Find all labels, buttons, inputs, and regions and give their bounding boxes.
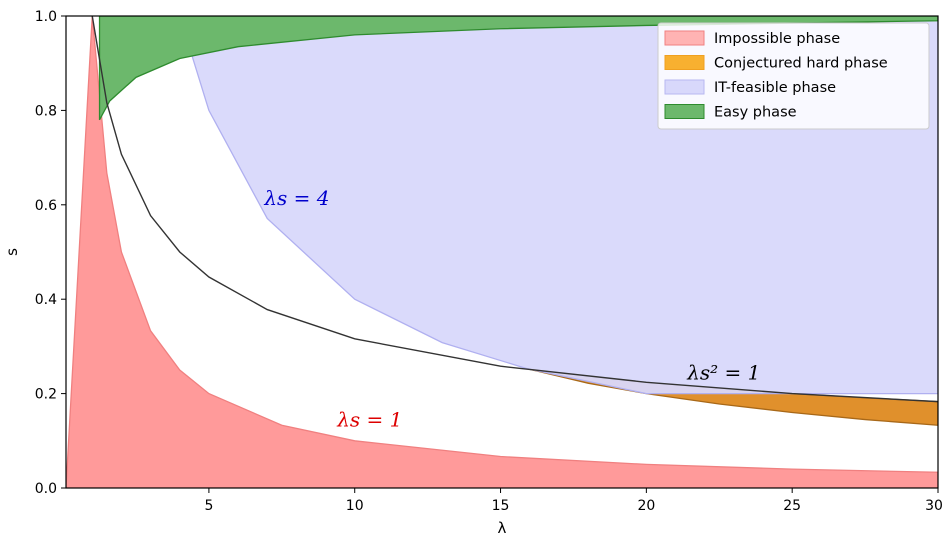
legend-label-easy-phase: Easy phase	[714, 105, 797, 121]
annotation-2: λs = 1	[336, 408, 402, 432]
x-tick-label: 15	[492, 498, 510, 514]
x-axis-ticks: 5 10 15 20 25 30	[204, 488, 943, 514]
impossible-phase-area	[66, 16, 938, 488]
x-tick-label: 20	[637, 498, 655, 514]
y-axis-ticks: 0.0 0.2 0.4 0.6 0.8 1.0	[35, 9, 66, 497]
x-tick-label: 30	[925, 498, 943, 514]
legend-swatch-it-feasible-phase	[664, 79, 705, 95]
x-tick-label: 5	[204, 498, 213, 514]
legend-swatch-conjectured-hard-phase	[664, 55, 705, 70]
x-tick-label: 10	[346, 498, 364, 514]
y-tick-label: 0.4	[35, 292, 57, 308]
x-tick-label: 25	[783, 498, 801, 514]
y-tick-label: 0.6	[35, 198, 57, 214]
curve-lambda-s-squared	[91, 16, 938, 403]
legend-swatch-easy-phase	[664, 104, 705, 119]
y-tick-label: 0.2	[35, 387, 57, 403]
y-tick-label: 0.8	[35, 103, 57, 119]
legend-swatch-impossible-phase	[664, 30, 705, 46]
legend: Impossible phase Conjectured hard phase IT…	[657, 22, 930, 130]
curves	[91, 16, 938, 403]
annotations: λs = 4 λs = 1 λs² = 1	[263, 186, 760, 432]
legend-label-it-feasible-phase: IT-feasible phase	[714, 80, 836, 96]
x-axis-label: λ	[498, 519, 507, 536]
plot-frame	[65, 15, 939, 489]
annotation-1: λs = 4	[263, 186, 329, 210]
legend-box	[657, 22, 930, 130]
y-tick-label: 0.0	[35, 481, 57, 497]
legend-label-impossible-phase: Impossible phase	[714, 31, 840, 47]
y-axis-label: s	[3, 248, 21, 256]
legend-label-conjectured-hard-phase: Conjectured hard phase	[714, 56, 888, 72]
easy-phase-area	[98, 16, 938, 121]
y-tick-label: 1.0	[35, 9, 57, 25]
annotation-3: λs² = 1	[686, 360, 760, 384]
